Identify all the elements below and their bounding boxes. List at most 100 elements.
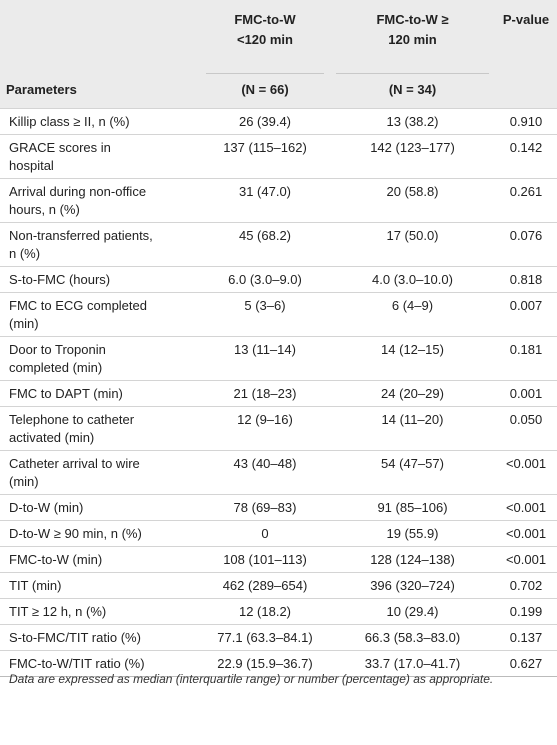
header-content: P-value: [501, 10, 551, 100]
cell-line: S-to-FMC (hours): [9, 272, 111, 287]
cell-line: TIT ≥ 12 h, n (%): [9, 604, 107, 619]
table-cell: 26 (39.4): [200, 108, 330, 135]
table-cell: FMC to ECG completed (min): [0, 292, 200, 337]
cell-line: S-to-FMC/TIT ratio (%): [9, 630, 141, 645]
table-cell: 5 (3–6): [200, 292, 330, 337]
cell-text: 66.3 (58.3–83.0): [364, 630, 461, 645]
table-cell: 0.137: [495, 624, 557, 651]
table-cell: 0.627: [495, 650, 557, 677]
header-n: (N = 34): [336, 73, 489, 100]
table-cell: 4.0 (3.0–10.0): [330, 266, 495, 293]
header-label: Parameters: [6, 82, 77, 97]
table-cell: FMC to DAPT (min): [0, 380, 200, 407]
table-cell: 0.142: [495, 134, 557, 179]
cell-text: 128 (124–138): [370, 552, 455, 567]
table-row: S-to-FMC (hours) 6.0 (3.0–9.0) 4.0 (3.0–10…: [0, 266, 557, 293]
cell-line: Catheter arrival to wire: [9, 456, 140, 471]
table-note: Data are expressed as median (interquart…: [9, 672, 494, 686]
header-content: Parameters: [6, 10, 194, 100]
cell-text: 6.0 (3.0–9.0): [228, 272, 302, 287]
table-cell: 137 (115–162): [200, 134, 330, 179]
cell-text: 0.050: [509, 412, 543, 427]
cell-text: 108 (101–113): [223, 552, 307, 567]
cell-text: 4.0 (3.0–10.0): [372, 272, 453, 287]
cell-text: 22.9 (15.9–36.7): [217, 656, 313, 671]
table-cell: 43 (40–48): [200, 450, 330, 495]
cell-text: 12 (9–16): [237, 412, 293, 427]
column-header: P-value: [495, 0, 557, 109]
table-row: D-to-W (min) 78 (69–83) 91 (85–106) <0.001: [0, 494, 557, 521]
table-cell: FMC-to-W/TIT ratio (%): [0, 650, 200, 677]
cell-text: 77.1 (63.3–84.1): [217, 630, 313, 645]
table-cell: 12 (9–16): [200, 406, 330, 451]
table-cell: S-to-FMC/TIT ratio (%): [0, 624, 200, 651]
cell-text: 19 (55.9): [386, 526, 439, 541]
cell-line: FMC to DAPT (min): [9, 386, 123, 401]
table-cell: 12 (18.2): [200, 598, 330, 625]
header-line: FMC-to-W ≥: [376, 12, 449, 27]
cell-line: D-to-W ≥ 90 min, n (%): [9, 526, 142, 541]
table-cell: 0.050: [495, 406, 557, 451]
table-cell: 108 (101–113): [200, 546, 330, 573]
table-cell: 91 (85–106): [330, 494, 495, 521]
table-cell: D-to-W (min): [0, 494, 200, 521]
table-row: TIT ≥ 12 h, n (%) 12 (18.2) 10 (29.4) 0.199: [0, 598, 557, 625]
cell-text: 33.7 (17.0–41.7): [364, 656, 461, 671]
column-header: FMC-to-W ≥ 120 min (N = 34): [330, 0, 495, 109]
cell-text: 20 (58.8): [386, 184, 439, 199]
cell-line: hours, n (%): [9, 202, 80, 217]
table-cell: 78 (69–83): [200, 494, 330, 521]
cell-line: Non-transferred patients,: [9, 228, 153, 243]
table-cell: 0: [200, 520, 330, 547]
cell-line: activated (min): [9, 430, 95, 445]
data-table: Parameters FMC-to-W <120 min (N = 66) FMC-to…: [0, 0, 557, 677]
cell-text: 26 (39.4): [238, 114, 292, 129]
table-cell: 13 (38.2): [330, 108, 495, 135]
header-line: 120 min: [388, 32, 437, 47]
table-cell: <0.001: [495, 520, 557, 547]
cell-text: 142 (123–177): [370, 140, 455, 155]
table-cell: FMC-to-W (min): [0, 546, 200, 573]
table-cell: 0.007: [495, 292, 557, 337]
header-line: P-value: [502, 12, 550, 27]
table-cell: Non-transferred patients, n (%): [0, 222, 200, 267]
cell-text: 43 (40–48): [233, 456, 297, 471]
table-row: FMC to ECG completed (min) 5 (3–6) 6 (4–9) 0…: [0, 292, 557, 337]
table-row: Arrival during non-office hours, n (%) 31 …: [0, 178, 557, 223]
column-header: Parameters: [0, 0, 200, 109]
cell-line: FMC to ECG completed: [9, 298, 147, 313]
cell-text: 396 (320–724): [370, 578, 455, 593]
table-cell: 14 (12–15): [330, 336, 495, 381]
table-cell: D-to-W ≥ 90 min, n (%): [0, 520, 200, 547]
cell-line: TIT (min): [9, 578, 62, 593]
table-cell: 17 (50.0): [330, 222, 495, 267]
table-row: S-to-FMC/TIT ratio (%) 77.1 (63.3–84.1) 66…: [0, 624, 557, 651]
cell-text: 0.199: [509, 604, 543, 619]
cell-text: 0.261: [509, 184, 543, 199]
cell-line: Killip class ≥ II, n (%): [9, 114, 130, 129]
table-cell: 54 (47–57): [330, 450, 495, 495]
cell-text: 13 (11–14): [234, 342, 296, 357]
cell-text: 0.076: [509, 228, 543, 243]
header-line: <120 min: [236, 32, 293, 47]
header-title: FMC-to-W ≥ 120 min: [336, 10, 489, 50]
table-row: Door to Troponin completed (min) 13 (11–14…: [0, 336, 557, 381]
table-row: FMC-to-W (min) 108 (101–113) 128 (124–138)…: [0, 546, 557, 573]
table-cell: 0.181: [495, 336, 557, 381]
cell-line: n (%): [9, 246, 41, 261]
cell-text: 14 (12–15): [381, 342, 444, 357]
cell-line: completed (min): [9, 360, 103, 375]
table-cell: 0.076: [495, 222, 557, 267]
table-cell: 21 (18–23): [200, 380, 330, 407]
cell-text: 462 (289–654): [222, 578, 308, 593]
cell-text: 0: [261, 526, 269, 541]
cell-text: 54 (47–57): [381, 456, 444, 471]
cell-line: D-to-W (min): [9, 500, 84, 515]
table-row: D-to-W ≥ 90 min, n (%) 0 19 (55.9) <0.001: [0, 520, 557, 547]
table-cell: Catheter arrival to wire (min): [0, 450, 200, 495]
cell-text: 0.137: [509, 630, 543, 645]
table-cell: 13 (11–14): [200, 336, 330, 381]
table-cell: 128 (124–138): [330, 546, 495, 573]
table-row: Catheter arrival to wire (min) 43 (40–48) 5…: [0, 450, 557, 495]
cell-text: <0.001: [505, 552, 547, 567]
